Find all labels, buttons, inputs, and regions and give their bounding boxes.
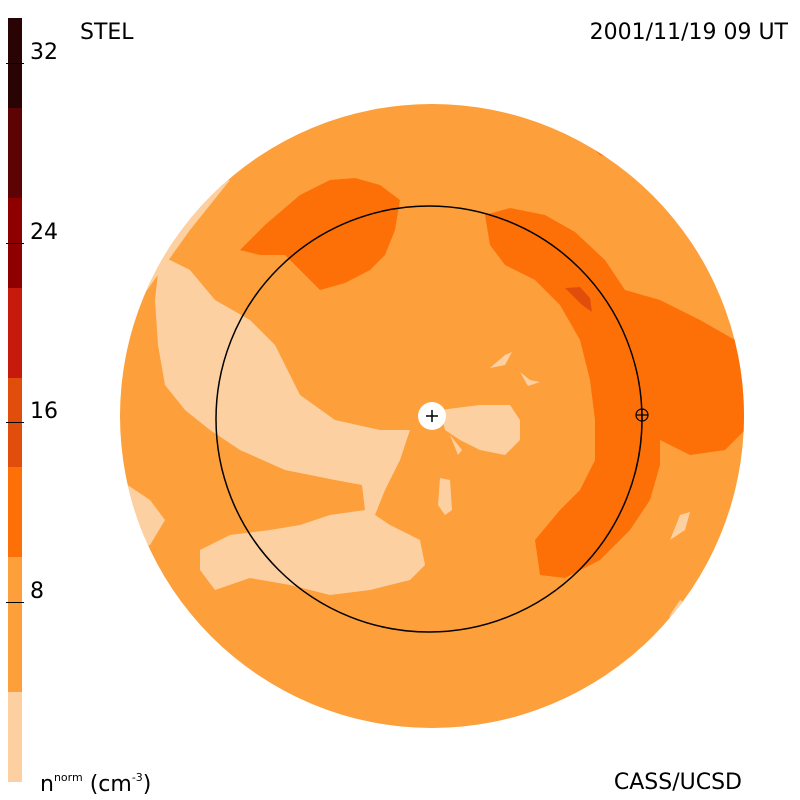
low-density-region xyxy=(520,372,540,386)
colorbar-segment xyxy=(8,197,22,288)
colorbar xyxy=(8,18,22,782)
colorbar-tick-label: 32 xyxy=(30,39,58,65)
source-label: STEL xyxy=(80,20,134,45)
colorbar-tick-label: 8 xyxy=(30,579,44,605)
colorbar-tick xyxy=(6,422,24,424)
unit-superscript: norm xyxy=(53,771,83,784)
colorbar-tick-label: 16 xyxy=(30,399,58,425)
low-density-region xyxy=(155,255,425,595)
low-density-region xyxy=(490,352,512,368)
timestamp: 2001/11/19 09 UT xyxy=(589,20,788,45)
colorbar-segment xyxy=(8,467,22,558)
colorbar-tick xyxy=(6,602,24,604)
unit-close: ) xyxy=(142,772,152,797)
earth-marker xyxy=(635,408,649,422)
colorbar-segment xyxy=(8,377,22,468)
unit-exponent: -3 xyxy=(131,771,143,784)
high-density-region xyxy=(485,208,744,578)
high-density-region xyxy=(240,178,400,290)
credit-label: CASS/UCSD xyxy=(613,770,742,795)
colorbar-segment xyxy=(8,692,22,782)
unit-open: (cm xyxy=(82,772,132,797)
low-density-region xyxy=(450,435,462,455)
colorbar-segment xyxy=(8,557,22,693)
low-density-region xyxy=(440,405,520,455)
colorbar-tick xyxy=(6,242,24,244)
low-density-region xyxy=(670,512,690,540)
colorbar-segment xyxy=(8,287,22,378)
sun-marker xyxy=(418,402,446,430)
unit-symbol: n xyxy=(40,772,54,797)
unit-label: nnorm (cm-3) xyxy=(40,772,151,796)
colorbar-segment xyxy=(8,107,22,198)
peak-density-region xyxy=(565,287,592,312)
colorbar-tick-label: 24 xyxy=(30,219,58,245)
colorbar-tick xyxy=(6,62,24,64)
low-density-region xyxy=(438,478,452,515)
